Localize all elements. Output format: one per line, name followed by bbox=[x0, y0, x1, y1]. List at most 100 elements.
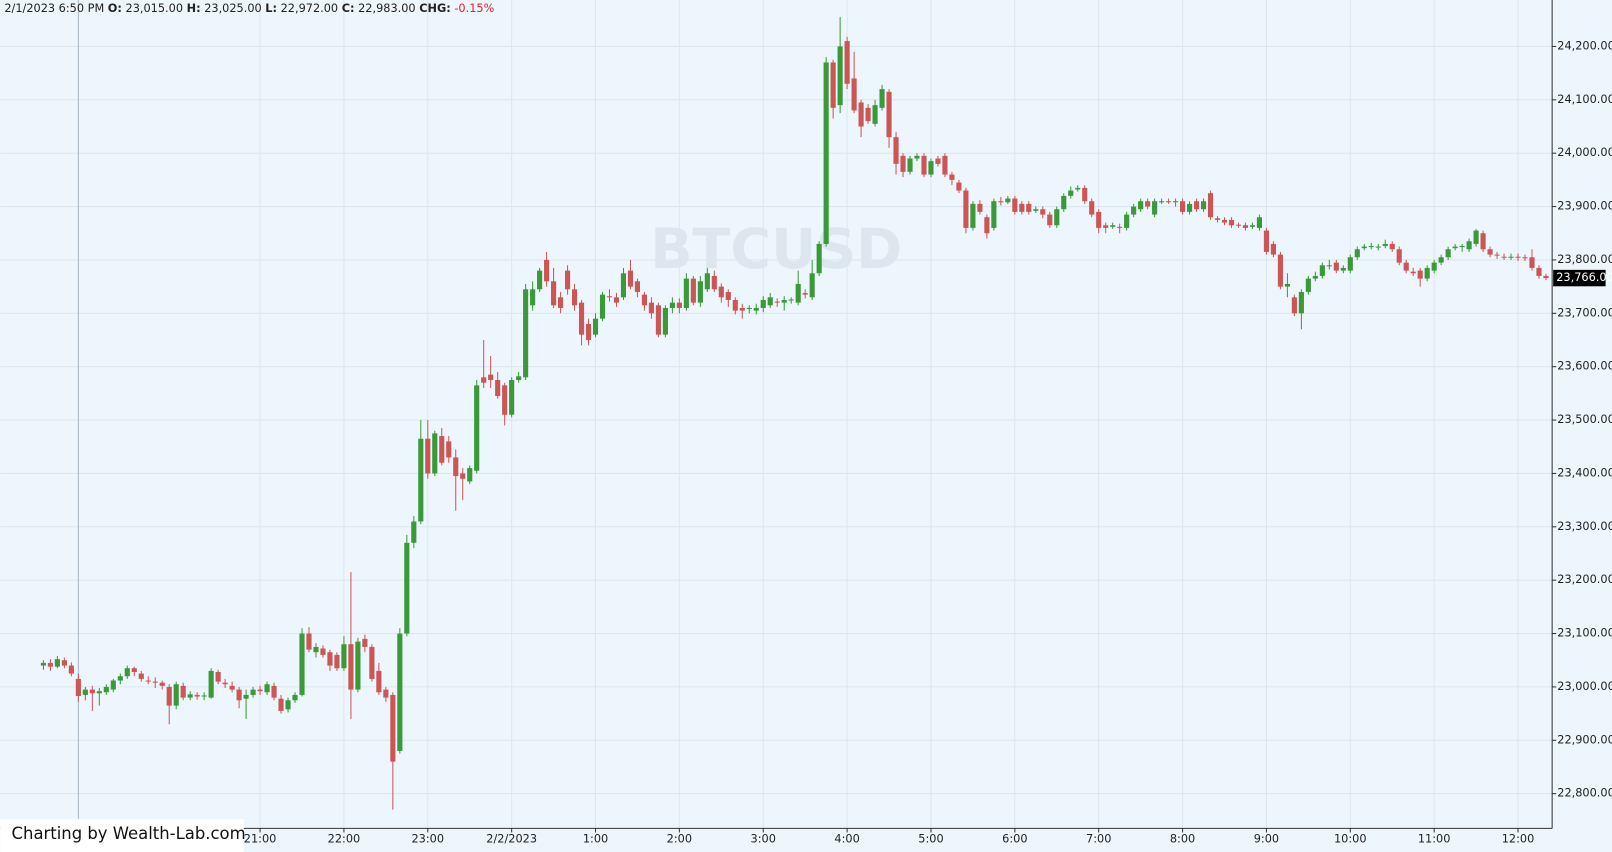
candle-body bbox=[152, 681, 158, 683]
candle-body bbox=[1277, 254, 1283, 287]
candle-body bbox=[187, 694, 193, 698]
candle-body bbox=[313, 646, 319, 653]
candle-body bbox=[47, 662, 53, 667]
y-tick-label: 23,900.00 bbox=[1557, 200, 1612, 213]
y-tick-label: 23,500.00 bbox=[1557, 413, 1612, 426]
candle-body bbox=[1382, 243, 1388, 247]
candle-body bbox=[530, 289, 536, 306]
candle-body bbox=[89, 689, 95, 694]
candle-body bbox=[809, 273, 815, 298]
candle-body bbox=[425, 438, 431, 474]
candle-body bbox=[453, 457, 459, 477]
candle-body bbox=[509, 380, 515, 415]
candle-body bbox=[823, 62, 829, 244]
candle-body bbox=[383, 689, 389, 698]
candle-body bbox=[1319, 265, 1325, 276]
candle-body bbox=[627, 270, 634, 287]
candle-body bbox=[1417, 270, 1423, 279]
candle-body bbox=[620, 273, 627, 298]
candle-body bbox=[404, 542, 410, 634]
last-price-label: 23,766.00 bbox=[1556, 271, 1612, 284]
candle-body bbox=[222, 682, 228, 685]
candle-body bbox=[599, 294, 606, 319]
candle-body bbox=[362, 638, 368, 647]
candle-body bbox=[711, 275, 717, 290]
candle-body bbox=[103, 686, 109, 693]
candle-body bbox=[564, 270, 571, 290]
candle-body bbox=[1543, 275, 1549, 279]
candle-body bbox=[1228, 219, 1235, 226]
candle-body bbox=[390, 694, 396, 762]
axes: 22,800.00 22,900.00 23,000.00 23,100.00 23,2… bbox=[244, 39, 1612, 845]
candle-body bbox=[1480, 233, 1486, 250]
x-tick-label: 10:00 bbox=[1334, 833, 1367, 846]
candle-body bbox=[1459, 246, 1465, 248]
header-key: CHG: bbox=[419, 2, 451, 15]
candle-body bbox=[432, 433, 438, 474]
candle-body bbox=[1200, 201, 1207, 210]
candle-body bbox=[1536, 267, 1542, 276]
candle-body bbox=[928, 161, 934, 175]
candle-body bbox=[914, 155, 920, 159]
header-key: H: bbox=[187, 2, 201, 15]
candle-body bbox=[746, 307, 752, 310]
candle-body bbox=[1005, 198, 1011, 203]
candle-body bbox=[1249, 225, 1256, 227]
candle-body bbox=[348, 644, 354, 690]
candle-body bbox=[243, 694, 249, 699]
candle-body bbox=[977, 203, 983, 212]
candle-body bbox=[683, 278, 689, 308]
candle-body bbox=[704, 273, 710, 290]
candle-body bbox=[1263, 230, 1269, 252]
header-key: L: bbox=[265, 2, 277, 15]
candle-body bbox=[271, 685, 277, 698]
y-tick-label: 23,200.00 bbox=[1557, 573, 1612, 586]
candle-body bbox=[865, 107, 871, 122]
candle-body bbox=[1445, 249, 1451, 258]
x-tick-label: 11:00 bbox=[1418, 833, 1451, 846]
candle-body bbox=[1012, 198, 1018, 212]
candle-body bbox=[1312, 275, 1318, 279]
candle-body bbox=[1117, 226, 1123, 228]
candle-body bbox=[166, 686, 172, 706]
candle-body bbox=[732, 299, 738, 311]
candle-body bbox=[935, 158, 941, 164]
x-tick-label: 21:00 bbox=[244, 833, 277, 846]
candle-body bbox=[788, 299, 794, 301]
candle-body bbox=[110, 680, 116, 690]
candle-body bbox=[725, 291, 731, 300]
candle-body bbox=[131, 668, 137, 672]
candle-body bbox=[320, 648, 326, 655]
x-tick-label: 7:00 bbox=[1086, 833, 1111, 846]
candle-body bbox=[215, 671, 221, 682]
candle-body bbox=[1152, 201, 1158, 215]
header-value: 23,015.00 bbox=[126, 2, 184, 15]
y-tick-label: 23,700.00 bbox=[1557, 306, 1612, 319]
candle-body bbox=[998, 201, 1004, 203]
candle-body bbox=[1110, 225, 1116, 227]
candle-body bbox=[439, 436, 445, 463]
candle-body bbox=[369, 646, 375, 679]
candle-body bbox=[1207, 193, 1214, 218]
candle-body bbox=[1438, 257, 1444, 263]
y-tick-label: 23,100.00 bbox=[1557, 627, 1612, 640]
candle-body bbox=[82, 689, 88, 695]
candle-body bbox=[145, 680, 151, 682]
candle-body bbox=[830, 62, 836, 108]
candle-body bbox=[495, 380, 501, 397]
candle-body bbox=[1354, 249, 1360, 258]
candle-body bbox=[1494, 254, 1500, 256]
candle-body bbox=[1291, 297, 1297, 314]
candle-body bbox=[816, 243, 822, 274]
candle-body bbox=[949, 174, 955, 180]
candle-body bbox=[1368, 246, 1374, 248]
x-tick-label: 6:00 bbox=[1002, 833, 1027, 846]
candle-body bbox=[718, 286, 724, 298]
candle-body bbox=[544, 259, 550, 282]
candle-body bbox=[418, 438, 424, 522]
header-value: 22,983.00 bbox=[358, 2, 416, 15]
candle-body bbox=[194, 694, 200, 697]
candle-body bbox=[837, 46, 843, 106]
candle-body bbox=[446, 441, 452, 458]
